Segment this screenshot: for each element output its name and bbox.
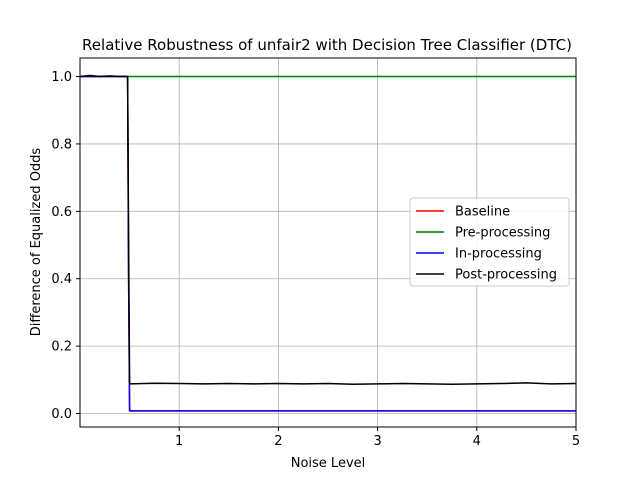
axis-ticks: 1 2 3 4 5 0.0 0.2 0.4 0.6 0.8 1.0 (51, 70, 580, 449)
legend-box (409, 197, 570, 287)
chart-title: Relative Robustness of unfair2 with Deci… (82, 36, 572, 54)
legend: Baseline Pre-processing In-processing Post-… (409, 197, 570, 287)
y-axis-label: Difference of Equalized Odds (29, 148, 44, 337)
y-tick-label: 1.0 (51, 70, 72, 85)
legend-label: In-processing (455, 247, 542, 262)
x-tick-label: 4 (473, 434, 481, 449)
plot-area-frame (79, 57, 577, 428)
x-tick-label: 2 (274, 434, 282, 449)
y-tick-label: 0.6 (51, 205, 72, 220)
y-tick-label: 0.4 (51, 272, 72, 287)
y-tick-label: 0.8 (51, 137, 72, 152)
x-axis-label: Noise Level (291, 456, 366, 471)
y-tick-label: 0.2 (51, 340, 72, 355)
legend-label: Pre-processing (455, 226, 550, 241)
legend-label: Baseline (455, 205, 510, 220)
legend-label: Post-processing (455, 268, 557, 283)
series-line-post-processing (79, 74, 577, 385)
x-tick-label: 3 (373, 434, 381, 449)
x-tick-label: 1 (175, 434, 183, 449)
x-tick-label: 5 (572, 434, 580, 449)
series-lines (79, 74, 577, 412)
y-tick-label: 0.0 (51, 407, 72, 422)
